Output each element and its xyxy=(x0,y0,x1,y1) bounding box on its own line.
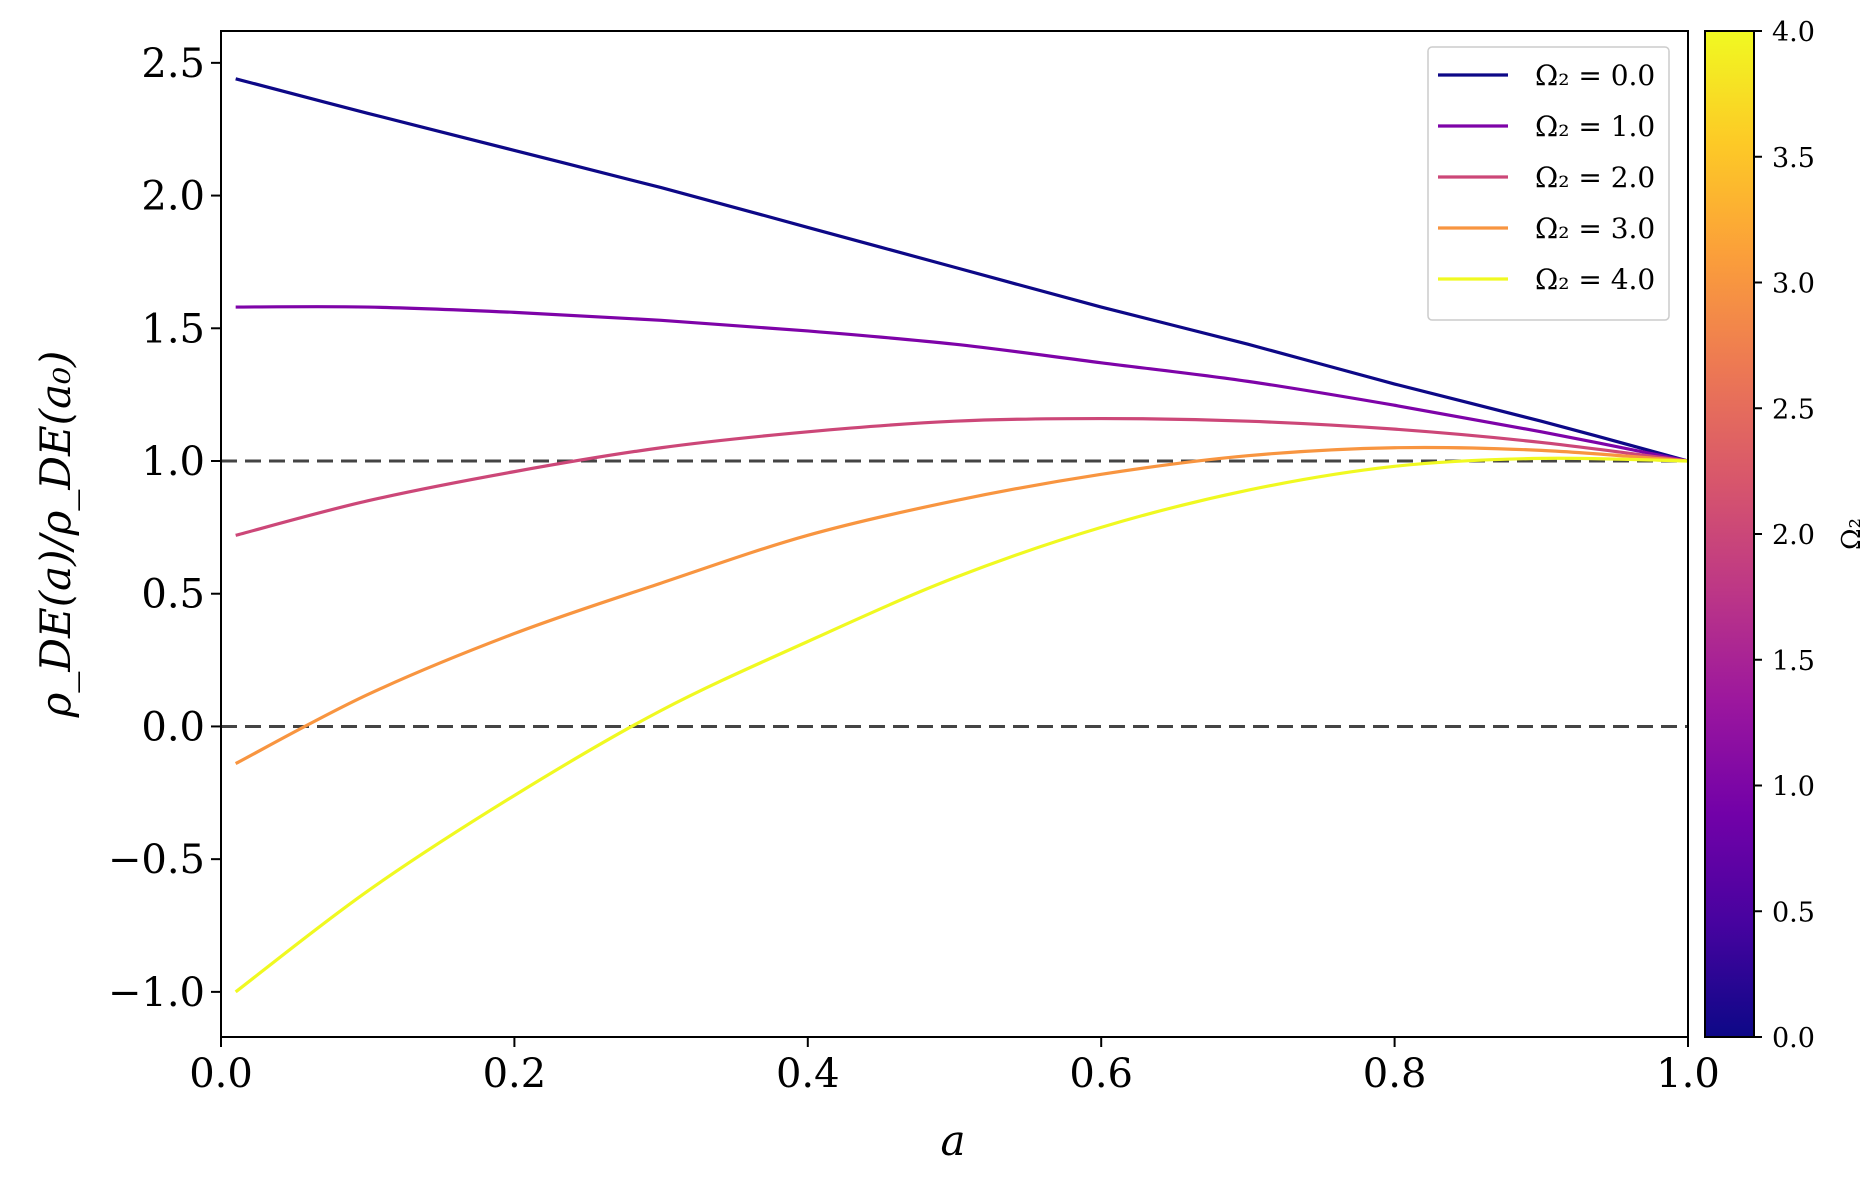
colorbar-label: Ω₂ xyxy=(1837,518,1867,550)
reference-lines xyxy=(221,459,1688,728)
series-line-1 xyxy=(235,305,1688,463)
y-tick-label: 1.5 xyxy=(141,306,205,352)
colorbar-gradient xyxy=(1704,30,1755,1038)
y-axis-label: ρ_DE(a)/ρ_DE(a₀) xyxy=(31,351,80,719)
colorbar-tick-label: 4.0 xyxy=(1772,17,1815,48)
series-line-4 xyxy=(234,456,1688,994)
x-tick-label: 0.4 xyxy=(776,1051,840,1097)
y-tick-label: −0.5 xyxy=(108,837,205,883)
colorbar-tick-label: 3.5 xyxy=(1772,143,1815,174)
legend-label: Ω₂ = 0.0 xyxy=(1535,59,1655,92)
y-tick-label: 0.0 xyxy=(141,704,205,750)
series-line-3 xyxy=(234,445,1688,766)
y-axis-label-text: ρ_DE(a)/ρ_DE(a₀) xyxy=(31,351,80,719)
legend-label: Ω₂ = 1.0 xyxy=(1535,110,1655,143)
legend-label: Ω₂ = 4.0 xyxy=(1535,263,1655,296)
x-axis-label: a xyxy=(940,1116,965,1165)
colorbar-tick-label: 1.5 xyxy=(1772,646,1815,677)
x-tick-label: 0.2 xyxy=(483,1051,547,1097)
x-tick-label: 0.6 xyxy=(1069,1051,1133,1097)
colorbar-tick-label: 0.0 xyxy=(1772,1023,1815,1054)
y-axis-ticks: −1.0 −0.5 0.0 0.5 1.0 1.5 2.0 2.5 xyxy=(108,41,221,1016)
colorbar-tick-label: 2.5 xyxy=(1772,394,1815,425)
colorbar-tick-label: 1.0 xyxy=(1772,772,1815,803)
legend-box xyxy=(1427,46,1670,321)
colorbar-tick-label: 3.0 xyxy=(1772,269,1815,300)
colorbar: 0.0 0.5 1.0 1.5 2.0 2.5 3.0 3.5 4.0 Ω₂ xyxy=(1704,17,1867,1054)
x-tick-label: 0.8 xyxy=(1363,1051,1427,1097)
legend-label: Ω₂ = 3.0 xyxy=(1535,212,1655,245)
plot-frame xyxy=(220,30,1689,1038)
series-line-0 xyxy=(235,77,1688,463)
x-axis-label-text: a xyxy=(940,1116,965,1165)
series-line-2 xyxy=(235,416,1688,537)
colorbar-tick-label: 2.0 xyxy=(1772,520,1815,551)
series-lines xyxy=(234,77,1688,994)
y-tick-label: 2.5 xyxy=(141,41,205,87)
legend: Ω₂ = 0.0 Ω₂ = 1.0 Ω₂ = 2.0 Ω₂ = 3.0 Ω₂ = 4.0 xyxy=(1427,46,1670,321)
y-tick-label: −1.0 xyxy=(108,970,205,1016)
y-tick-label: 0.5 xyxy=(141,572,205,618)
x-tick-label: 0.0 xyxy=(189,1051,253,1097)
colorbar-tick-label: 0.5 xyxy=(1772,897,1815,928)
x-tick-label: 1.0 xyxy=(1656,1051,1720,1097)
y-tick-label: 2.0 xyxy=(141,174,205,220)
legend-label: Ω₂ = 2.0 xyxy=(1535,161,1655,194)
y-tick-label: 1.0 xyxy=(141,439,205,485)
x-axis-ticks: 0.0 0.2 0.4 0.6 0.8 1.0 xyxy=(189,1037,1720,1097)
